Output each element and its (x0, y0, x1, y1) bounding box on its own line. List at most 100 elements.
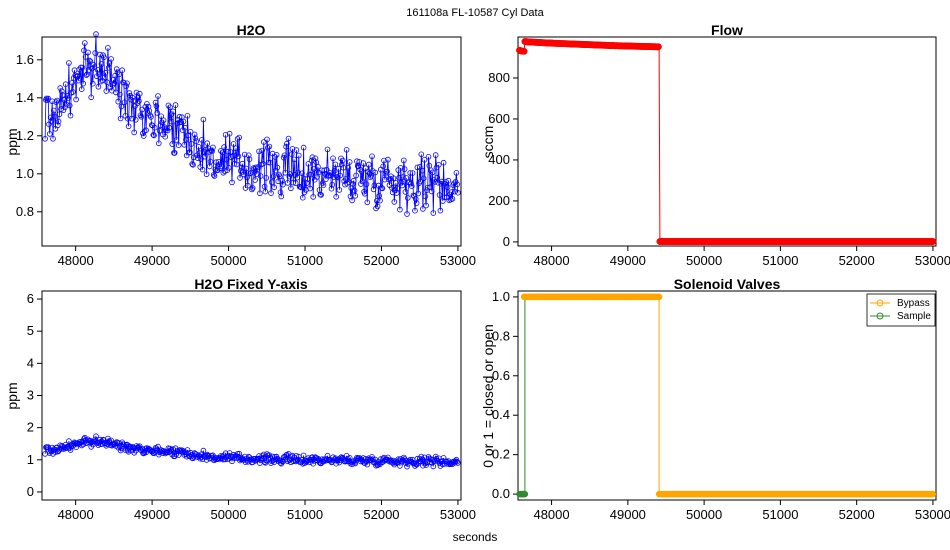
h2o-point (273, 152, 280, 158)
h2o-point (237, 175, 243, 181)
h2o-point (210, 144, 216, 151)
x-tick-label: 53000 (440, 253, 476, 268)
h2o-point (266, 143, 273, 150)
h2o-point (241, 171, 247, 178)
h2o-point (46, 131, 53, 137)
h2o-point (343, 147, 350, 153)
h2o-point (372, 169, 379, 176)
h2o-point (257, 173, 264, 179)
h2o-point (153, 445, 160, 452)
y-tick-label: 0.8 (16, 204, 34, 219)
h2o-point (129, 115, 135, 122)
h2o-point (45, 95, 51, 102)
h2o-point (50, 136, 56, 142)
h2o-point (154, 110, 161, 116)
h2o-point (61, 444, 67, 451)
h2o-point (430, 463, 437, 470)
h2o-point (170, 108, 176, 115)
h2o-point (285, 135, 292, 142)
h2o-point (233, 145, 239, 152)
h2o-point (351, 187, 358, 194)
panel-flow-title: Flow (711, 22, 743, 38)
h2o-point (325, 173, 332, 179)
h2o-point (408, 180, 414, 187)
h2o-point (260, 451, 267, 458)
h2o-point (211, 173, 218, 179)
h2o-point (173, 137, 180, 143)
h2o-point (192, 135, 199, 142)
h2o-point (369, 453, 375, 460)
h2o-point (72, 72, 79, 79)
h2o-point (235, 153, 242, 160)
h2o-point (436, 192, 443, 198)
h2o-point (112, 440, 118, 447)
h2o-point (195, 155, 201, 161)
h2o-point (86, 67, 92, 73)
h2o-point (181, 142, 188, 148)
h2o-point (146, 108, 153, 114)
h2o-point (183, 453, 190, 460)
h2o-point (299, 194, 306, 201)
h2o-point (300, 144, 307, 151)
y-tick-label: 1.0 (492, 289, 510, 304)
h2o-point (93, 433, 99, 440)
h2o-point (79, 64, 86, 71)
h2o-point (399, 182, 406, 189)
h2o-point (195, 144, 202, 150)
h2o-point (386, 458, 393, 465)
h2o-point (307, 185, 313, 192)
h2o-point (148, 114, 154, 120)
h2o-point (203, 171, 210, 178)
h2o-point (54, 97, 60, 104)
h2o-point (119, 67, 125, 73)
h2o-point (136, 90, 143, 97)
h2o-point (291, 156, 297, 163)
h2o-point (342, 458, 348, 465)
h2o-point (116, 71, 122, 78)
h2o-point (162, 133, 169, 140)
h2o-point (209, 148, 215, 155)
panel-solenoid: Solenoid Valves 0 or 1 = closed or open … (480, 276, 950, 522)
h2o-point (437, 207, 444, 214)
h2o-point (406, 179, 413, 185)
panel-h2o-fixed: H2O Fixed Y-axis ppm 48000 49000 50000 5100… (4, 276, 476, 522)
h2o-point (56, 111, 63, 118)
h2o-point (66, 102, 73, 109)
x-tick-label: 52000 (363, 507, 399, 522)
x-tick-label: 49000 (134, 253, 170, 268)
panel-h2o-ylabel: ppm (4, 128, 20, 155)
h2o-point (242, 459, 249, 466)
h2o-point (305, 161, 312, 167)
x-tick-label: 48000 (58, 253, 94, 268)
h2o-point (236, 450, 243, 457)
h2o-point (419, 167, 425, 174)
h2o-point (401, 166, 408, 172)
h2o-point (300, 452, 307, 459)
h2o-point (246, 156, 253, 163)
h2o-point (168, 111, 175, 117)
h2o-point (185, 450, 192, 457)
h2o-point (63, 101, 70, 108)
h2o-point (90, 80, 96, 87)
h2o-point (230, 141, 237, 147)
h2o-point (276, 457, 283, 464)
h2o-point (315, 163, 321, 170)
h2o-point (362, 191, 368, 197)
x-tick-label: 50000 (686, 253, 722, 268)
h2o-point (277, 189, 284, 196)
panel-flow-plot (516, 38, 937, 245)
h2o-point (418, 453, 425, 460)
h2o-point (327, 170, 333, 176)
h2o-point (135, 94, 141, 101)
h2o-point (448, 189, 455, 195)
y-tick-label: 1.2 (16, 128, 34, 143)
h2o-point (262, 459, 269, 466)
h2o-point (385, 156, 391, 163)
h2o-point (403, 175, 410, 181)
h2o-point (284, 140, 290, 147)
h2o-point (339, 157, 346, 164)
h2o-point (271, 184, 278, 191)
h2o-point (156, 140, 162, 147)
h2o-point (218, 163, 225, 170)
h2o-point (455, 189, 461, 196)
